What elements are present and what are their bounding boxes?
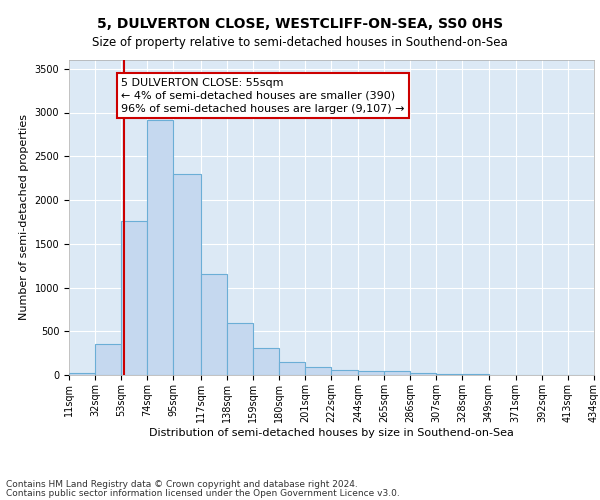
Bar [69,373,95,375]
Bar [147,120,173,375]
Bar [279,362,305,375]
Bar [305,367,331,375]
Bar [200,274,227,375]
Bar [410,373,436,375]
Bar [253,348,279,375]
Text: Size of property relative to semi-detached houses in Southend-on-Sea: Size of property relative to semi-detach… [92,36,508,49]
Text: Contains HM Land Registry data © Crown copyright and database right 2024.: Contains HM Land Registry data © Crown c… [6,480,358,489]
Bar [358,370,384,375]
Text: 5 DULVERTON CLOSE: 55sqm
← 4% of semi-detached houses are smaller (390)
96% of s: 5 DULVERTON CLOSE: 55sqm ← 4% of semi-de… [121,78,404,114]
Bar [227,324,253,375]
Bar [95,344,121,375]
Bar [436,374,463,375]
Y-axis label: Number of semi-detached properties: Number of semi-detached properties [19,114,29,320]
Bar [331,370,358,375]
Bar [173,174,200,375]
Bar [463,374,488,375]
Text: 5, DULVERTON CLOSE, WESTCLIFF-ON-SEA, SS0 0HS: 5, DULVERTON CLOSE, WESTCLIFF-ON-SEA, SS… [97,18,503,32]
Bar [121,221,147,375]
Text: Contains public sector information licensed under the Open Government Licence v3: Contains public sector information licen… [6,489,400,498]
Bar [384,370,410,375]
X-axis label: Distribution of semi-detached houses by size in Southend-on-Sea: Distribution of semi-detached houses by … [149,428,514,438]
